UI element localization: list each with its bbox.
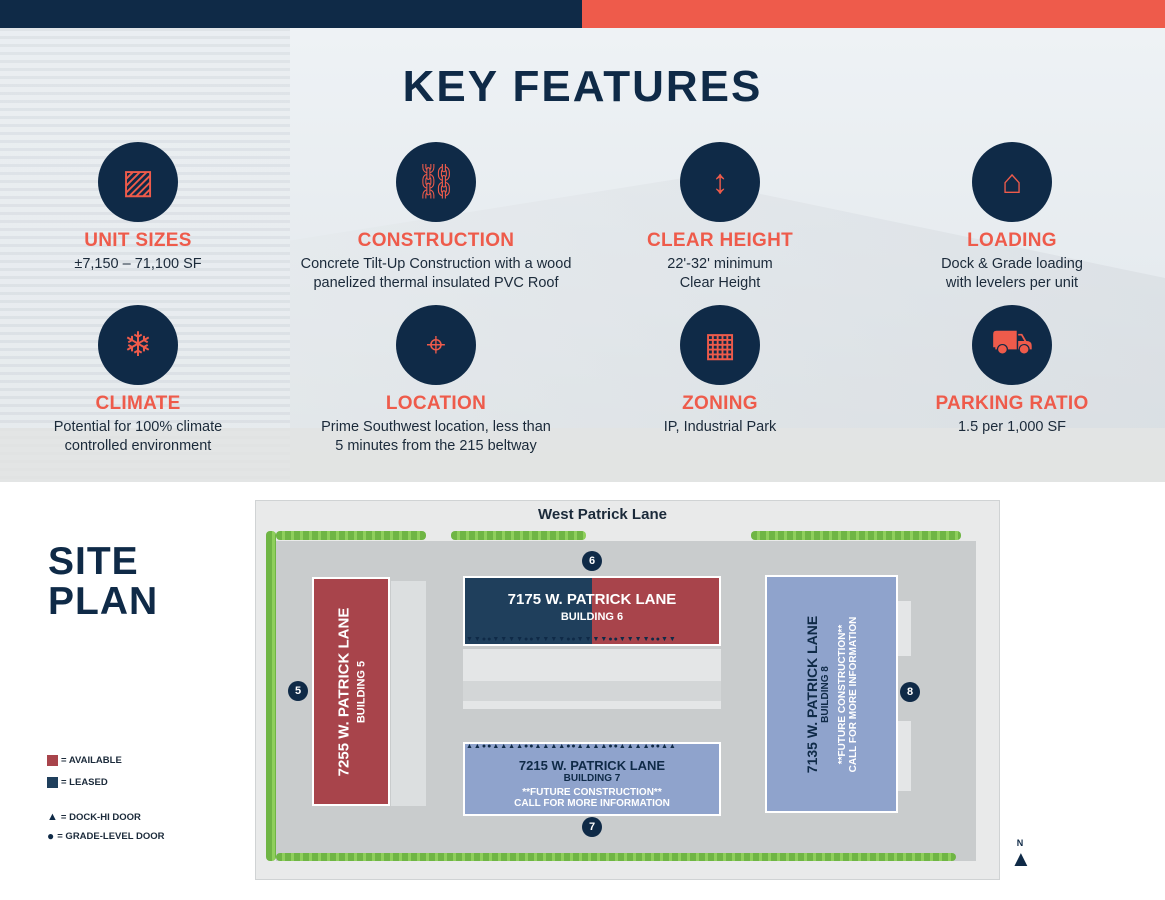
building-marker-7[interactable]: 7	[582, 817, 602, 837]
feature-text: IP, Industrial Park	[663, 419, 777, 435]
feature-unit-sizes: ▨ UNIT SIZES ±7,150 – 71,100 SF	[0, 142, 298, 274]
feature-title: CONSTRUCTION	[357, 230, 515, 251]
door-markers: ▲▲●●▲▲▲▲●●▲▲▲▲●●▲▲▲▲●●▲▲▲▲●●▲▲	[466, 743, 677, 750]
feature-title: LOADING	[967, 230, 1057, 251]
feature-text: Concrete Tilt-Up Construction with a woo…	[300, 256, 572, 272]
clear-height-icon: ↕	[680, 142, 760, 222]
feature-text: Clear Height	[679, 275, 761, 291]
feature-text: Prime Southwest location, less than	[321, 419, 551, 435]
hero-background	[0, 28, 1165, 482]
feature-location: ⌖ LOCATION Prime Southwest location, less …	[276, 305, 596, 456]
building-marker-5[interactable]: 5	[288, 681, 308, 701]
feature-clear-height: ↕ CLEAR HEIGHT 22'-32' minimum Clear Height	[560, 142, 880, 293]
feature-text: Dock & Grade loading	[941, 256, 1083, 272]
site-plan-title: SITE PLAN	[48, 540, 159, 623]
legend-available: = AVAILABLE	[47, 755, 122, 766]
feature-climate: ❄ CLIMATE Potential for 100% climate contro…	[0, 305, 298, 456]
building-5[interactable]: 7255 W. PATRICK LANE BUILDING 5	[312, 577, 390, 806]
building-8[interactable]: 7135 W. PATRICK LANE BUILDING 8 **FUTURE…	[765, 575, 898, 813]
header-bar-coral	[582, 0, 1165, 28]
door-markers: ▼▼●●▼▼▼▼●●▼▼▼▼●●▼▼▼▼●●▼▼▼▼●●▼▼	[466, 636, 677, 643]
feature-parking-ratio: ⛟ PARKING RATIO 1.5 per 1,000 SF	[852, 305, 1165, 437]
key-features-title: KEY FEATURES	[402, 62, 763, 111]
building-marker-6[interactable]: 6	[582, 551, 602, 571]
feature-text: 5 minutes from the 215 beltway	[335, 438, 537, 454]
feature-title: ZONING	[682, 393, 758, 414]
feature-title: LOCATION	[385, 393, 487, 414]
feature-title: UNIT SIZES	[84, 230, 192, 251]
garage-door-icon: ⌂	[972, 142, 1052, 222]
feature-text: with levelers per unit	[945, 275, 1079, 291]
parking-icon: ⛟	[972, 305, 1052, 385]
building-marker-8[interactable]: 8	[900, 682, 920, 702]
feature-text: Potential for 100% climate	[53, 419, 223, 435]
feature-text: panelized thermal insulated PVC Roof	[313, 275, 559, 291]
unit-sizes-icon: ▨	[98, 142, 178, 222]
legend-dock-hi: ▲ = DOCK-HI DOOR	[47, 811, 141, 823]
feature-zoning: ▦ ZONING IP, Industrial Park	[560, 305, 880, 437]
feature-text: ±7,150 – 71,100 SF	[74, 256, 202, 272]
feature-construction: ⛓ CONSTRUCTION Concrete Tilt-Up Constructi…	[276, 142, 596, 293]
header-bar-navy	[0, 0, 582, 28]
building-6[interactable]: 7175 W. PATRICK LANE BUILDING 6	[463, 576, 721, 646]
feature-title: CLEAR HEIGHT	[646, 230, 794, 251]
map-pin-icon: ⌖	[396, 305, 476, 385]
feature-loading: ⌂ LOADING Dock & Grade loading with leveler…	[852, 142, 1165, 293]
feature-title: CLIMATE	[95, 393, 181, 414]
feature-title: PARKING RATIO	[935, 393, 1089, 414]
feature-text: 22'-32' minimum	[667, 256, 773, 272]
legend-leased: = LEASED	[47, 777, 108, 788]
building-7[interactable]: 7215 W. PATRICK LANE BUILDING 7 **FUTURE…	[463, 742, 721, 816]
zoning-map-icon: ▦	[680, 305, 760, 385]
crane-icon: ⛓	[396, 142, 476, 222]
circle-icon: ●	[47, 829, 55, 843]
feature-text: 1.5 per 1,000 SF	[957, 419, 1066, 435]
legend-grade-level: ● = GRADE-LEVEL DOOR	[47, 829, 165, 843]
street-label: West Patrick Lane	[538, 506, 667, 523]
north-arrow-icon: N ▲	[1010, 838, 1032, 871]
triangle-icon: ▲	[47, 811, 58, 823]
feature-text: controlled environment	[64, 438, 212, 454]
climate-icon: ❄	[98, 305, 178, 385]
